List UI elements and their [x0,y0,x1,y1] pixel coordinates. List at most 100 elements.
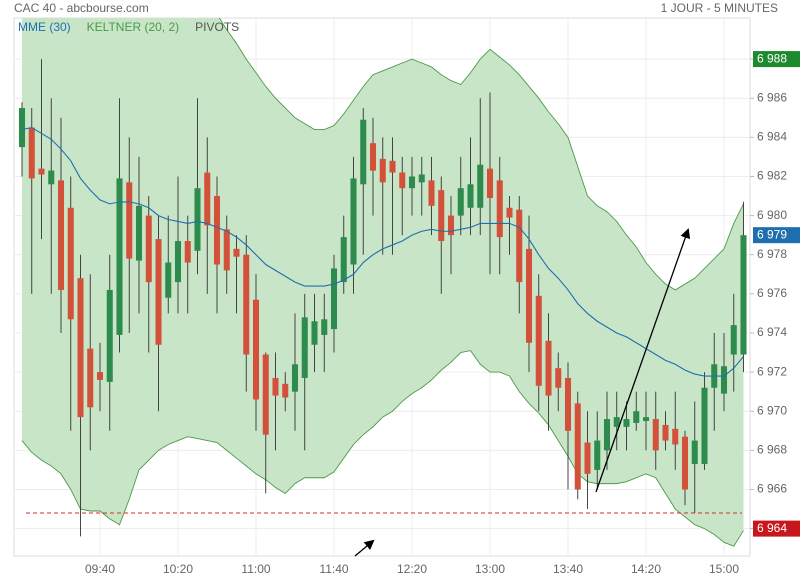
axis: 6 964 6 966 6 968 6 970 6 972 6 974 6 976 6 978… [85,51,800,576]
candle-body [106,289,113,382]
candle-body [525,248,533,343]
candle-body [272,377,279,396]
candle-body [233,248,240,257]
candle-body [18,107,26,148]
keltner-lower [21,350,744,547]
keltner-band [21,18,744,547]
price-badge-label: 6 988 [757,51,787,65]
x-tick-label: 13:40 [553,562,583,576]
candle-body [691,440,698,465]
candle-body [574,403,581,490]
price-badge-label: 6 964 [757,521,787,535]
candle-body [477,164,484,208]
candle-body [145,215,152,283]
candle-body [720,366,728,394]
keltner-upper [218,18,744,291]
candle-body [662,424,669,441]
candle-body [360,119,367,185]
candle-body [379,158,386,183]
candle-body [48,170,55,185]
legend: MME (30) KELTNER (20, 2) PIVOTS [18,20,239,34]
candle-body [408,176,416,189]
candle-body [126,182,133,259]
candle-body [428,180,435,206]
candle-body [243,254,250,355]
y-tick-label: 6 986 [757,90,787,104]
candle-body [603,419,611,451]
candle-body [67,207,74,320]
candle-body [165,262,172,298]
x-tick-label: 15:00 [709,562,739,576]
candle-body [369,143,377,171]
candle-body [135,205,143,261]
candle-body [204,172,211,226]
candle-body [213,196,221,265]
y-tick-label: 6 982 [757,169,787,183]
candle-body [350,178,357,265]
candle-body [330,268,338,330]
y-tick-label: 6 966 [757,482,787,496]
candle-body [399,172,406,189]
candle-body [496,180,503,238]
candle-body [555,368,562,388]
candle-body [262,354,269,435]
candle-body [681,436,689,490]
candle-body [96,372,104,380]
price-badge-label: 6 979 [757,227,787,241]
candle-body [672,428,679,445]
candle-body [730,325,737,355]
chart-title: CAC 40 - abcbourse.com [14,1,149,15]
candle-body [57,180,65,290]
trend-arrow [354,539,375,557]
candle-body [584,442,591,474]
candle-body [486,168,494,198]
x-tick-label: 13:00 [475,562,505,576]
y-tick-label: 6 980 [757,208,787,222]
price-badge [753,520,800,537]
y-tick-label: 6 984 [757,130,787,144]
candle-body [457,188,464,216]
candle-body [594,440,601,470]
candle-body [623,419,630,427]
candle-body [38,168,45,175]
candle-body [467,184,474,208]
candle-body [340,237,347,283]
candle-body [311,321,318,345]
candle-body [321,319,328,335]
candle-body [223,229,230,271]
candle-body [87,348,94,408]
chart-subtitle: 1 JOUR - 5 MINUTES [661,1,778,15]
x-tick-label: 14:20 [631,562,661,576]
candle-body [116,178,123,335]
candle-body [252,299,260,400]
x-tick-label: 09:40 [85,562,115,576]
price-badge [753,51,800,68]
y-tick-label: 6 974 [757,325,787,339]
candle-body [291,364,299,392]
keltner-area [22,18,744,547]
candle-body [282,383,289,398]
candle-body [447,215,455,236]
price-badge [753,227,800,244]
x-tick-label: 10:20 [163,562,193,576]
candle-body [28,127,35,179]
candle-body [506,207,513,218]
legend-entry: PIVOTS [195,20,239,34]
candle-body [438,190,445,242]
x-tick-label: 12:20 [397,562,427,576]
candle-body [516,209,523,283]
legend-entry: MME (30) [18,20,71,34]
candle-body [155,239,162,345]
candle-body [633,411,640,423]
candle-body [613,417,620,427]
y-tick-label: 6 978 [757,247,787,261]
candle-body [564,377,572,431]
candle-body [301,317,308,378]
indicator-lines [21,126,744,514]
y-tick-label: 6 976 [757,286,787,300]
y-tick-label: 6 972 [757,364,787,378]
legend-entry: KELTNER (20, 2) [87,20,179,34]
candle-body [740,235,747,355]
x-tick-label: 11:00 [241,562,270,576]
